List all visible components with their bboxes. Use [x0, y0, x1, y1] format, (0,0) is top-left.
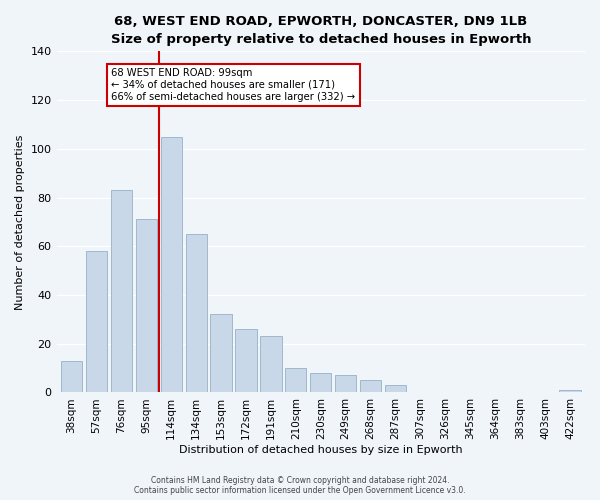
Bar — [161, 136, 182, 392]
X-axis label: Distribution of detached houses by size in Epworth: Distribution of detached houses by size … — [179, 445, 463, 455]
Bar — [185, 234, 207, 392]
Title: 68, WEST END ROAD, EPWORTH, DONCASTER, DN9 1LB
Size of property relative to deta: 68, WEST END ROAD, EPWORTH, DONCASTER, D… — [110, 15, 531, 46]
Bar — [360, 380, 381, 392]
Y-axis label: Number of detached properties: Number of detached properties — [15, 134, 25, 310]
Bar — [235, 329, 257, 392]
Bar — [310, 373, 331, 392]
Bar — [260, 336, 281, 392]
Text: Contains HM Land Registry data © Crown copyright and database right 2024.
Contai: Contains HM Land Registry data © Crown c… — [134, 476, 466, 495]
Bar — [86, 251, 107, 392]
Bar — [559, 390, 581, 392]
Bar — [136, 220, 157, 392]
Bar — [385, 385, 406, 392]
Bar — [111, 190, 132, 392]
Bar — [211, 314, 232, 392]
Bar — [61, 361, 82, 392]
Bar — [335, 376, 356, 392]
Bar — [285, 368, 307, 392]
Text: 68 WEST END ROAD: 99sqm
← 34% of detached houses are smaller (171)
66% of semi-d: 68 WEST END ROAD: 99sqm ← 34% of detache… — [112, 68, 356, 102]
